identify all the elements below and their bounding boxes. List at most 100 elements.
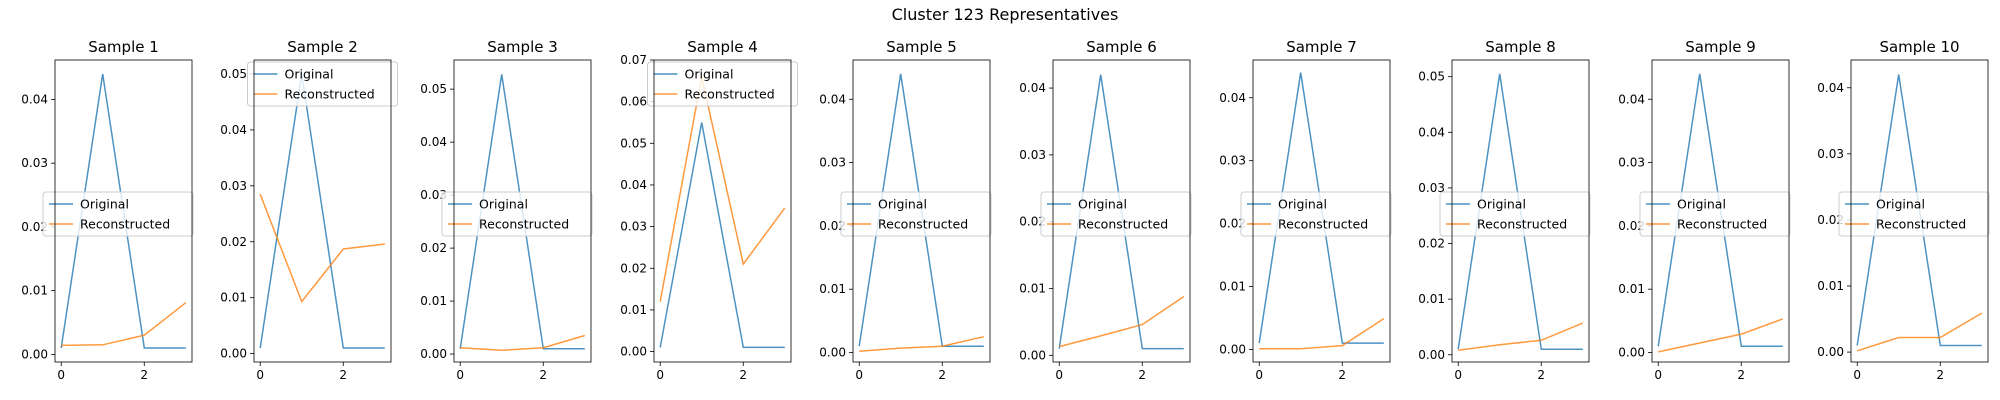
y-tick-label: 0.03 (21, 156, 48, 170)
x-tick-label: 0 (57, 368, 65, 382)
subplot-title: Sample 10 (1879, 38, 1959, 56)
axes-frame (453, 59, 592, 363)
subplot-7: Sample 7 0.00 0.01 0.02 0.03 0.04 0 2 Original Re… (1219, 38, 1392, 382)
y-tick-label: 0.00 (1418, 348, 1445, 362)
x-tick-label: 2 (339, 368, 347, 382)
x-tick-label: 2 (1138, 368, 1146, 382)
y-tick-label: 0.04 (1418, 125, 1445, 139)
y-tick-label: 0.01 (1019, 282, 1046, 296)
y-tick-label: 0.04 (1219, 91, 1246, 105)
y-tick-label: 0.03 (620, 220, 647, 234)
y-tick-label: 0.01 (819, 282, 846, 296)
x-tick-label: 2 (539, 368, 547, 382)
axes-frame (1052, 59, 1191, 363)
legend-box (1439, 191, 1591, 237)
legend-label-reconstructed: Reconstructed (285, 87, 375, 102)
x-tick-label: 0 (256, 368, 264, 382)
y-tick-label: 0.00 (1019, 348, 1046, 362)
subplot-6: Sample 6 0.00 0.01 0.02 0.03 0.04 0 2 Original Re… (1019, 38, 1192, 382)
y-tick-label: 0.02 (420, 241, 447, 255)
legend-label-original: Original (285, 67, 334, 82)
x-tick-label: 0 (1255, 368, 1263, 382)
y-tick-label: 0.00 (21, 347, 48, 361)
y-tick-label: 0.02 (1817, 213, 1844, 227)
y-tick-label: 0.05 (420, 82, 447, 96)
subplot-title: Sample 6 (1086, 38, 1157, 56)
y-tick-label: 0.05 (1418, 70, 1445, 84)
x-tick-label: 2 (1936, 368, 1944, 382)
figure-suptitle: Cluster 123 Representatives (892, 5, 1119, 24)
x-tick-label: 0 (1055, 368, 1063, 382)
legend-label-original: Original (878, 197, 927, 212)
legend: Original Reconstructed (42, 191, 194, 237)
axes-frame (253, 59, 392, 363)
legend: Original Reconstructed (1240, 191, 1392, 237)
series-line-reconstructed (1059, 295, 1185, 348)
legend-box (1639, 191, 1791, 237)
x-tick-label: 0 (1853, 368, 1861, 382)
legend-label-reconstructed: Reconstructed (1477, 217, 1567, 232)
legend-label-reconstructed: Reconstructed (878, 217, 968, 232)
y-tick-label: 0.02 (21, 220, 48, 234)
y-tick-label: 0.03 (420, 188, 447, 202)
y-tick-label: 0.07 (620, 53, 647, 67)
subplot-title: Sample 7 (1286, 38, 1357, 56)
subplot-1: Sample 1 0.00 0.01 0.02 0.03 0.04 0 2 Original Re… (21, 38, 194, 382)
legend-box (42, 191, 194, 237)
y-tick-label: 0.00 (1618, 346, 1645, 360)
legend-label-original: Original (80, 197, 129, 212)
series-line-reconstructed (1856, 312, 1983, 352)
x-tick-label: 2 (140, 368, 148, 382)
subplot-title: Sample 1 (88, 38, 159, 56)
series-line-reconstructed (1658, 318, 1784, 353)
legend-label-original: Original (1677, 197, 1726, 212)
x-tick-label: 2 (938, 368, 946, 382)
subplot-title: Sample 2 (287, 38, 358, 56)
y-tick-label: 0.01 (220, 291, 247, 305)
y-tick-label: 0.04 (1618, 92, 1645, 106)
subplot-title: Sample 8 (1485, 38, 1556, 56)
legend-label-original: Original (1477, 197, 1526, 212)
subplot-grid: Sample 1 0.00 0.01 0.02 0.03 0.04 0 2 Original Re… (21, 38, 1990, 382)
legend-label-original: Original (685, 67, 734, 82)
series-line-reconstructed (61, 302, 187, 347)
y-tick-label: 0.00 (1817, 345, 1844, 359)
series-line-reconstructed (460, 334, 586, 352)
axes-frame (1252, 59, 1391, 363)
y-tick-label: 0.02 (1618, 219, 1645, 233)
subplot-9: Sample 9 0.00 0.01 0.02 0.03 0.04 0 2 Original Re… (1618, 38, 1791, 382)
x-tick-label: 2 (1338, 368, 1346, 382)
legend-label-reconstructed: Reconstructed (479, 217, 569, 232)
axes-frame (1451, 59, 1590, 363)
subplot-title: Sample 5 (886, 38, 957, 56)
axes-frame (852, 59, 991, 363)
y-tick-label: 0.01 (1418, 292, 1445, 306)
y-tick-label: 0.02 (819, 219, 846, 233)
subplot-10: Sample 10 0.00 0.01 0.02 0.03 0.04 0 2 Original R… (1817, 38, 1990, 382)
legend-label-reconstructed: Reconstructed (80, 217, 170, 232)
axes-frame (54, 59, 193, 363)
subplot-4: Sample 4 0.00 0.01 0.02 0.03 0.04 0.05 0.06 0.07… (620, 38, 798, 382)
y-tick-label: 0.03 (1618, 156, 1645, 170)
y-tick-label: 0.00 (620, 345, 647, 359)
y-tick-label: 0.00 (420, 347, 447, 361)
x-tick-label: 2 (1737, 368, 1745, 382)
subplot-5: Sample 5 0.00 0.01 0.02 0.03 0.04 0 2 Original Re… (819, 38, 992, 382)
legend: Original Reconstructed (247, 61, 398, 107)
y-tick-label: 0.01 (1817, 279, 1844, 293)
y-tick-label: 0.04 (220, 123, 247, 137)
legend-box (441, 191, 593, 237)
legend-label-original: Original (1078, 197, 1127, 212)
axes-frame (1850, 59, 1989, 363)
legend-label-reconstructed: Reconstructed (685, 87, 775, 102)
y-tick-label: 0.05 (220, 67, 247, 81)
y-tick-label: 0.02 (1019, 215, 1046, 229)
legend-box (1040, 191, 1192, 237)
legend: Original Reconstructed (1838, 191, 1990, 237)
y-tick-label: 0.04 (420, 135, 447, 149)
y-tick-label: 0.00 (220, 347, 247, 361)
series-line-reconstructed (859, 335, 984, 352)
x-tick-label: 0 (656, 368, 664, 382)
subplot-title: Sample 3 (487, 38, 558, 56)
